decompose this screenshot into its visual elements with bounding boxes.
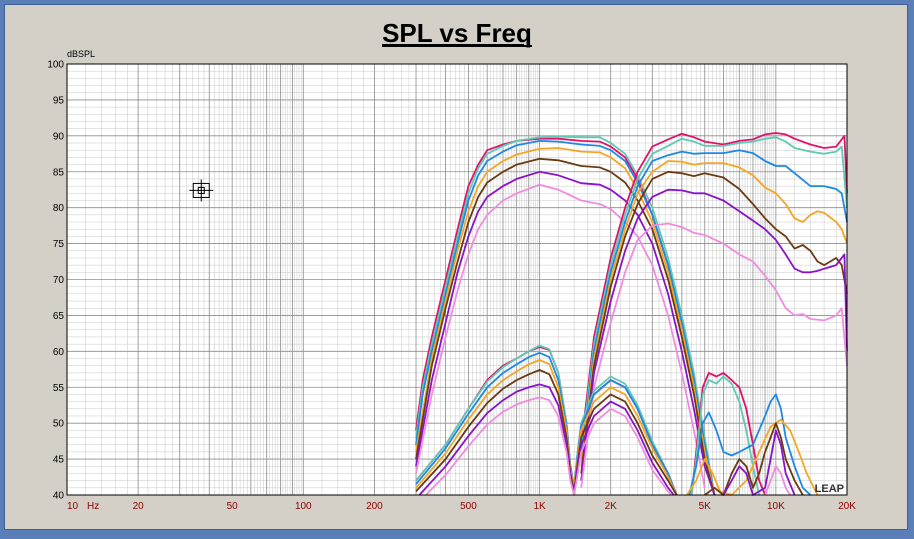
- y-tick-label: 60: [53, 347, 65, 358]
- x-tick-label: 200: [366, 501, 383, 512]
- x-tick-label: 100: [295, 501, 312, 512]
- series-line-tweeter-off-axis-23: [688, 393, 812, 496]
- series-line-woofer-3: [415, 147, 716, 496]
- y-tick-label: 80: [53, 203, 65, 214]
- series-line-tweeter-off-axis-25: [704, 422, 804, 496]
- series-line-tweeter-10: [580, 160, 848, 467]
- y-tick-label: 75: [53, 239, 65, 250]
- series-line-tweeter-11: [580, 170, 848, 474]
- series-line-tweeter-7: [580, 132, 848, 445]
- y-axis-unit-label: dBSPL: [67, 49, 95, 59]
- x-tick-labels: 10 20 50 100 200 500 1K 2K 5K 10K 20K: [67, 501, 856, 512]
- series-line-woofer-6: [415, 183, 706, 488]
- y-tick-label: 45: [53, 455, 65, 466]
- y-tick-label: 100: [47, 60, 64, 71]
- x-tick-label: 5K: [699, 501, 712, 512]
- spl-chart: SPL vs Freq dBSPL 40 45 50 55 60 65 70 75 80 85 90…: [47, 18, 856, 512]
- x-axis-unit-label: Hz: [87, 501, 99, 512]
- series-line-woofer-2: [415, 140, 716, 496]
- x-tick-label: 10: [67, 501, 79, 512]
- series-line-tweeter-off-axis-22: [690, 375, 761, 496]
- y-tick-label: 40: [53, 491, 65, 502]
- marker-center: [197, 186, 205, 194]
- series-line-tweeter-12: [580, 188, 848, 481]
- y-tick-label: 85: [53, 167, 65, 178]
- series-line-woofer-4: [415, 157, 716, 496]
- leap-watermark: LEAP: [815, 483, 844, 495]
- y-tick-label: 90: [53, 131, 65, 142]
- series-line-tweeter-off-axis-27: [764, 465, 791, 496]
- y-tick-label: 50: [53, 419, 65, 430]
- series-line-tweeter-9: [580, 149, 848, 460]
- series-layer: [415, 132, 848, 496]
- x-tick-label: 500: [460, 501, 477, 512]
- x-tick-label: 10K: [767, 501, 785, 512]
- plot-border: [66, 63, 848, 496]
- x-tick-label: 20K: [838, 501, 856, 512]
- chart-panel: SPL vs Freq dBSPL 40 45 50 55 60 65 70 75 80 85 90…: [4, 4, 908, 530]
- series-line-woofer-off-axis-20: [425, 396, 672, 496]
- y-tick-label: 55: [53, 383, 65, 394]
- y-tick-label: 65: [53, 311, 65, 322]
- chart-title: SPL vs Freq: [382, 18, 532, 48]
- series-line-tweeter-off-axis-24: [686, 418, 819, 496]
- y-tick-labels: 40 45 50 55 60 65 70 75 80 85 90 95 100: [47, 60, 64, 502]
- series-line-tweeter-off-axis-26: [722, 429, 796, 496]
- y-tick-label: 70: [53, 275, 65, 286]
- x-tick-label: 20: [133, 501, 145, 512]
- series-line-woofer-5: [415, 170, 716, 496]
- y-tick-label: 95: [53, 95, 65, 106]
- series-line-woofer-1: [415, 135, 716, 496]
- x-tick-label: 2K: [605, 501, 618, 512]
- x-tick-label: 1K: [533, 501, 546, 512]
- cursor-marker[interactable]: [189, 179, 214, 202]
- x-tick-label: 50: [227, 501, 239, 512]
- series-line-tweeter-8: [580, 136, 848, 453]
- series-line-tweeter-13: [580, 222, 848, 488]
